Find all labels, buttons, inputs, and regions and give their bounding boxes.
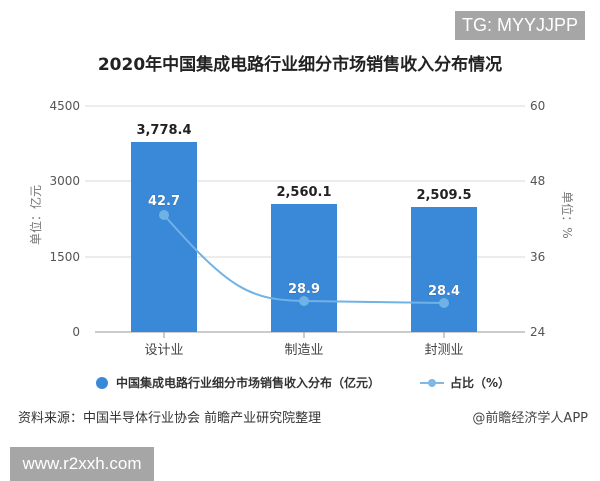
y-tick-left: 4500	[49, 99, 80, 113]
y-axis-label-right: 单位：%	[560, 191, 575, 238]
legend-bar-label[interactable]: 中国集成电路行业细分市场销售收入分布（亿元）	[116, 376, 381, 390]
y-axis-label-left: 单位：亿元	[28, 185, 43, 245]
legend: 中国集成电路行业细分市场销售收入分布（亿元） 占比（%）	[96, 374, 510, 391]
bar-value-label: 2,509.5	[416, 188, 471, 203]
watermark-badge-bottom: www.r2xxh.com	[10, 447, 154, 481]
y-tick-right: 36	[530, 250, 545, 264]
legend-bar-swatch-icon	[96, 376, 108, 389]
legend-line-swatch-icon	[420, 378, 445, 388]
watermark-badge-top: TG: MYYJJPP	[455, 11, 585, 40]
bar-value-label: 3,778.4	[136, 123, 191, 138]
chart-canvas: 4500 3000 1500 0 60 48 36 24 单位：亿元 单位：% …	[28, 99, 575, 358]
x-tick-label: 封测业	[424, 343, 463, 358]
bar-design[interactable]	[131, 142, 197, 332]
credit-note: @前瞻经济学人APP	[472, 411, 588, 426]
source-note: 资料来源：中国半导体行业协会 前瞻产业研究院整理	[18, 411, 322, 426]
y-tick-left: 1500	[49, 250, 80, 264]
bar-value-label: 2,560.1	[276, 185, 331, 200]
y-tick-right: 60	[530, 99, 545, 113]
legend-line-label[interactable]: 占比（%）	[450, 376, 511, 390]
y-tick-right: 24	[530, 325, 545, 339]
line-point[interactable]	[159, 210, 169, 220]
line-point[interactable]	[439, 298, 449, 308]
bar-manufacturing[interactable]	[271, 204, 337, 332]
x-tick-label: 设计业	[144, 343, 183, 358]
line-value-label: 42.7	[148, 194, 180, 209]
share-line	[163, 214, 445, 304]
line-value-label: 28.9	[288, 282, 320, 297]
y-tick-right: 48	[530, 174, 545, 188]
y-tick-left: 3000	[49, 174, 80, 188]
line-point[interactable]	[299, 296, 309, 306]
line-value-label: 28.4	[428, 284, 460, 299]
chart-title: 2020年中国集成电路行业细分市场销售收入分布情况	[97, 55, 503, 75]
x-tick-label: 制造业	[284, 343, 323, 358]
bar-packaging-testing[interactable]	[411, 207, 477, 332]
y-tick-left: 0	[72, 325, 80, 339]
